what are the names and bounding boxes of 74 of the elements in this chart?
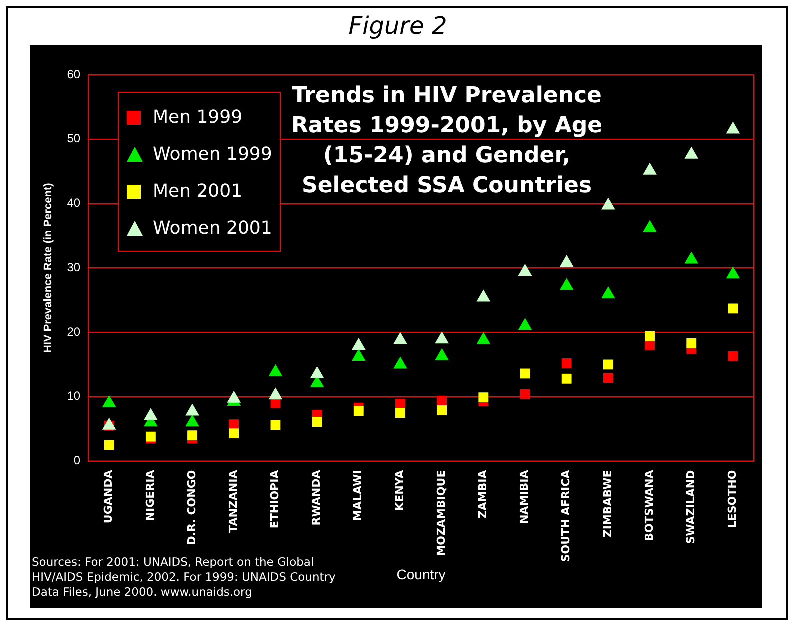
x-tick-label: ETHIOPIA: [268, 470, 282, 529]
x-axis-title: Country: [396, 566, 446, 582]
x-tick-label: LESOTHO: [726, 470, 740, 528]
text: Trends in HIV Prevalence Rates 1999-2001, by Age (15-24) and Gender, Selected SSA Countries: [291, 84, 603, 199]
point: [312, 417, 322, 427]
point: [728, 351, 738, 362]
point: [394, 332, 408, 344]
y-tick-label: 50: [67, 132, 81, 146]
y-tick-label: 40: [67, 196, 81, 210]
point: [435, 332, 449, 344]
point: [478, 392, 489, 402]
point: [188, 430, 198, 440]
x-tick-label: TANZANIA: [226, 470, 240, 533]
point: [686, 338, 697, 348]
source-note: Sources: For 2001: UNAIDS, Report on the Global HIV/AIDS Epidemic, 2002. For 1999: UNAIDS Country Data Files, June 2000. www.unaids.org: [32, 555, 337, 600]
point: [728, 304, 738, 314]
point: [229, 428, 240, 439]
y-tick-label: 0: [74, 454, 81, 468]
legend-label: Men 1999: [153, 107, 243, 128]
point: [310, 366, 324, 378]
point: [104, 440, 114, 450]
x-tick-label: SOUTH AFRICA: [560, 470, 573, 562]
x-tick-label: RWANDA: [310, 470, 324, 526]
legend-label: Women 1999: [153, 144, 272, 165]
point: [560, 278, 574, 290]
point: [560, 254, 574, 267]
point: [520, 389, 530, 400]
point: [518, 318, 532, 330]
y-tick-label: 60: [67, 67, 81, 82]
chart-title: Figure 2: [348, 12, 448, 40]
x-tick-label: D.R. CONGO: [185, 470, 198, 546]
point: [352, 348, 366, 361]
point: [643, 220, 657, 232]
point: [726, 122, 740, 134]
x-tick-label: ZIMBABWE: [601, 470, 614, 538]
point: [684, 252, 699, 264]
point: [518, 264, 532, 276]
x-tick-label: UGANDA: [102, 470, 116, 524]
point: [602, 286, 616, 299]
point: [270, 420, 281, 430]
point: [684, 146, 699, 159]
y-axis-title: HIV Prevalence Rate (in Percent): [42, 182, 55, 354]
x-tick-label: ZAMBIA: [476, 470, 490, 519]
point: [603, 373, 614, 384]
point: [602, 198, 616, 210]
point: [603, 360, 614, 370]
legend-label: Men 2001: [153, 181, 243, 202]
y-tick-label: 20: [67, 324, 81, 339]
point: [354, 406, 364, 416]
point: [352, 338, 366, 350]
x-tick-label: MALAWI: [352, 470, 365, 521]
point: [643, 162, 657, 175]
point: [437, 405, 448, 416]
x-tick-label: NAMIBIA: [518, 470, 532, 524]
x-tick-label: MOZAMBIQUE: [434, 470, 448, 556]
point: [520, 368, 530, 379]
y-tick-label: 10: [67, 389, 81, 404]
point: [435, 348, 449, 360]
x-tick-label: SWAZILAND: [684, 470, 698, 544]
point: [268, 388, 283, 400]
point: [437, 396, 448, 406]
point: [726, 266, 740, 279]
point: [562, 358, 572, 368]
x-tick-label: BOTSWANA: [642, 470, 656, 542]
y-tick-label: 30: [67, 260, 81, 274]
x-tick-label: KENYA: [393, 470, 406, 511]
point: [394, 356, 408, 369]
legend-label: Women 2001: [153, 218, 272, 239]
x-tick-label: NIGERIA: [144, 470, 157, 522]
point: [476, 290, 491, 302]
point: [396, 408, 406, 418]
point: [645, 331, 655, 342]
point: [476, 332, 491, 344]
point: [562, 374, 572, 384]
